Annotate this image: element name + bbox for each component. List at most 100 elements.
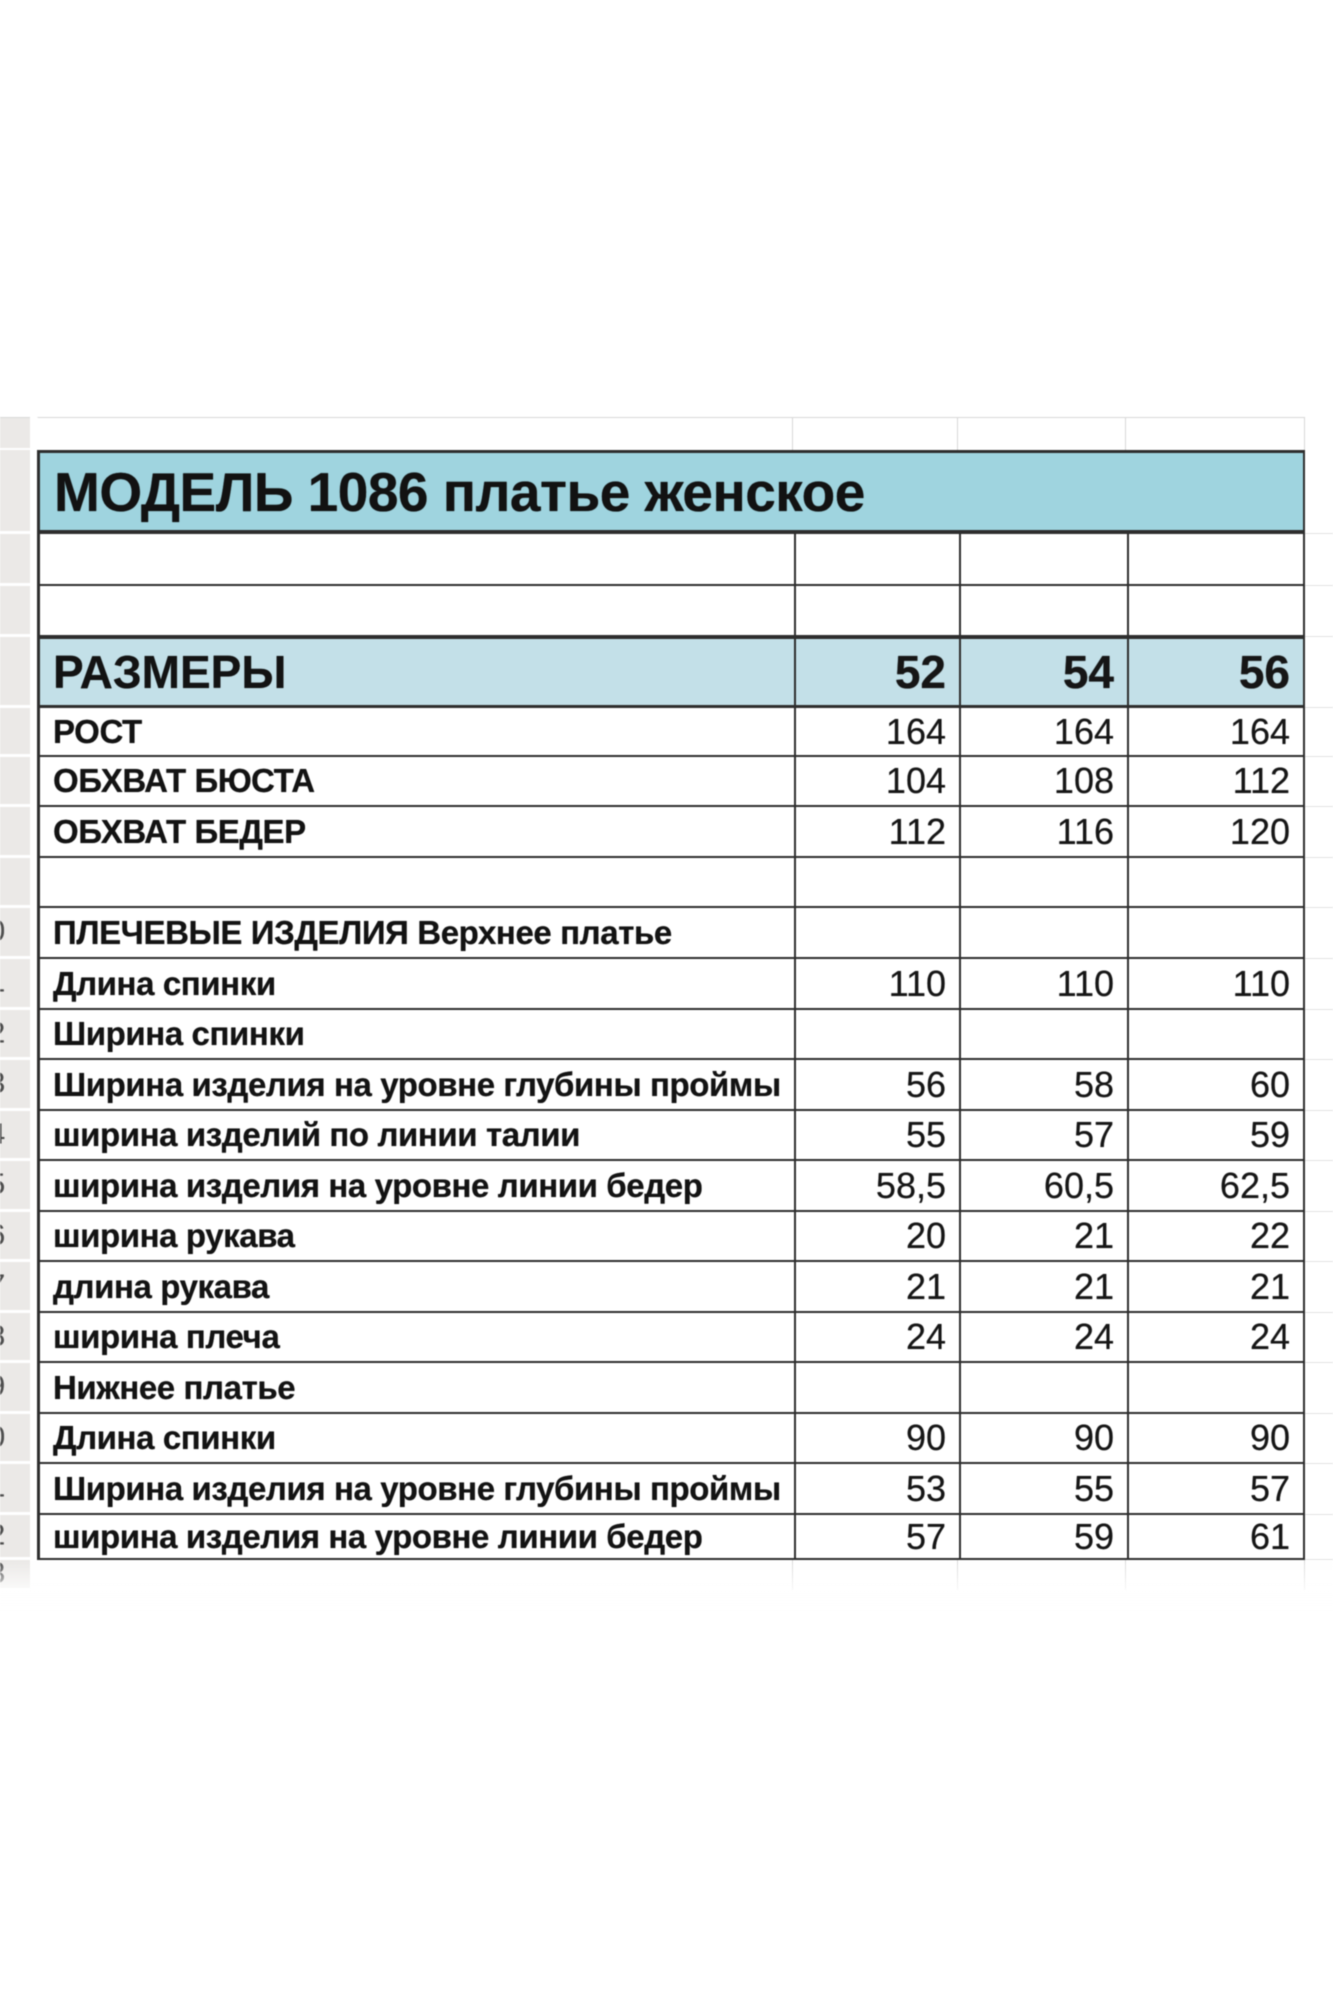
grid-margin-line: [1305, 807, 1333, 858]
row-number: 0: [0, 916, 5, 949]
cell-size-54: [959, 534, 1127, 584]
table-row: ширина плеча 24 24 24: [37, 1313, 1305, 1363]
table-row: [37, 534, 1305, 586]
table-row: РАЗМЕРЫ 52 54 56: [37, 637, 1305, 708]
row-number-cell: 1: [0, 959, 30, 1010]
sheet-row: 3 Ширина изделия на уровне глубины проймы…: [0, 1060, 1333, 1111]
cell-size-54: 57: [959, 1111, 1127, 1159]
cell-size-56: [1127, 1363, 1303, 1412]
cell-size-54: 59: [959, 1515, 1127, 1558]
cell-size-56: [1125, 418, 1301, 450]
cell-size-52: 57: [794, 1515, 959, 1558]
row-label: ширина изделия на уровне линии бедер: [53, 1166, 703, 1204]
size-column-header-54: 54: [959, 639, 1127, 705]
row-number-cell: 0: [0, 908, 30, 959]
grid-margin-line: [1305, 586, 1333, 637]
table-row: [37, 858, 1305, 908]
row-number-cell: 5: [0, 1161, 30, 1212]
cell-size-56: 22: [1127, 1212, 1303, 1260]
row-label: длина рукава: [53, 1267, 270, 1305]
grid-margin-line: [1305, 1262, 1333, 1313]
cell-size-54: 21: [959, 1212, 1127, 1260]
table-row: Длина спинки 110 110 110: [37, 959, 1305, 1010]
cell-size-54: 116: [959, 807, 1127, 856]
sheet-row: 2 ширина изделия на уровне линии бедер 575…: [0, 1515, 1333, 1560]
row-number: 1: [0, 1472, 5, 1505]
cell-size-54: 60,5: [959, 1161, 1127, 1210]
table-row: Длина спинки 90 90 90: [37, 1414, 1305, 1464]
row-label: [40, 586, 794, 635]
sheet-row: МОДЕЛЬ 1086 платье женское: [0, 450, 1333, 534]
sheet-row: 2 Ширина спинки: [0, 1010, 1333, 1060]
cell-size-56: 59: [1127, 1111, 1303, 1159]
row-number-cell: 3: [0, 1060, 30, 1111]
table-row: [37, 417, 1305, 450]
cell-size-54: 108: [959, 757, 1127, 805]
grid-margin-line: [1305, 1010, 1333, 1060]
spreadsheet-photo: МОДЕЛЬ 1086 платье женское РАЗМЕРЫ 52 54 56 Р…: [0, 417, 1333, 1621]
cell-size-54: [959, 1010, 1127, 1058]
row-number: 3: [0, 1560, 5, 1588]
row-label: Длина спинки: [53, 1419, 276, 1456]
grid-margin-line: [1305, 757, 1333, 807]
table-row: [37, 1560, 1305, 1590]
grid-margin-line: [1305, 708, 1333, 757]
cell-size-52: [794, 534, 959, 584]
cell-size-56: 60: [1127, 1060, 1303, 1109]
cell-size-54: [959, 1363, 1127, 1412]
cell-size-56: 110: [1127, 959, 1303, 1008]
cell-size-54: [959, 586, 1127, 635]
table-row: длина рукава 21 21 21: [37, 1262, 1305, 1313]
row-number-cell: 1: [0, 1464, 30, 1515]
sheet-row: 1 Ширина изделия на уровне глубины проймы…: [0, 1464, 1333, 1515]
grid-margin-line: [1305, 908, 1333, 959]
row-label: ОБХВАТ БЕДЕР: [53, 812, 306, 850]
row-number: 0: [0, 1421, 5, 1454]
row-number: 3: [0, 1068, 5, 1101]
row-number: 2: [0, 1017, 5, 1050]
row-number-cell: [0, 534, 30, 586]
row-number: 9: [0, 1371, 5, 1404]
row-label: ПЛЕЧЕВЫЕ ИЗДЕЛИЯ Верхнее платье: [53, 913, 672, 951]
sheet-row: 0 ПЛЕЧЕВЫЕ ИЗДЕЛИЯ Верхнее платье: [0, 908, 1333, 959]
grid-margin-line: [1305, 1363, 1333, 1414]
sheet-row: [0, 417, 1333, 450]
grid-margin-line: [1305, 1060, 1333, 1111]
row-number-cell: [0, 450, 30, 534]
sheet-row: 3: [0, 1560, 1333, 1590]
grid-margin-line: [1305, 1161, 1333, 1212]
cell-size-56: 21: [1127, 1262, 1303, 1311]
row-number-cell: [0, 586, 30, 637]
row-number-cell: [0, 637, 30, 708]
grid-margin-line: [1305, 637, 1333, 708]
cell-size-54: 24: [959, 1313, 1127, 1361]
cell-size-56: [1127, 534, 1303, 584]
row-number-cell: 8: [0, 1313, 30, 1363]
row-label: [38, 418, 792, 450]
cell-size-56: [1125, 1560, 1301, 1590]
row-number-cell: [0, 757, 30, 807]
cell-size-54: 21: [959, 1262, 1127, 1311]
cell-size-52: [794, 908, 959, 957]
table-row: Ширина спинки: [37, 1010, 1305, 1060]
size-column-header-56: 56: [1127, 639, 1303, 705]
grid-margin-line: [1305, 858, 1333, 908]
cell-size-56: 164: [1127, 708, 1303, 755]
row-number-cell: [0, 417, 30, 450]
cell-size-52: [794, 1363, 959, 1412]
cell-size-56: 62,5: [1127, 1161, 1303, 1210]
cell-size-52: 56: [794, 1060, 959, 1109]
row-number-cell: 7: [0, 1262, 30, 1313]
grid-margin-line: [1305, 1414, 1333, 1464]
cell-size-52: [794, 586, 959, 635]
sheet-row: ОБХВАТ БЕДЕР 112 116 120: [0, 807, 1333, 858]
table-row: ширина изделия на уровне линии бедер 57 59…: [37, 1515, 1305, 1560]
row-label: Ширина изделия на уровне глубины проймы: [53, 1469, 781, 1507]
row-label: Ширина изделия на уровне глубины проймы: [53, 1065, 781, 1103]
row-number: 5: [0, 1169, 5, 1202]
row-number: 4: [0, 1118, 5, 1151]
cell-size-54: [959, 858, 1127, 906]
table-row: ОБХВАТ БЕДЕР 112 116 120: [37, 807, 1305, 858]
